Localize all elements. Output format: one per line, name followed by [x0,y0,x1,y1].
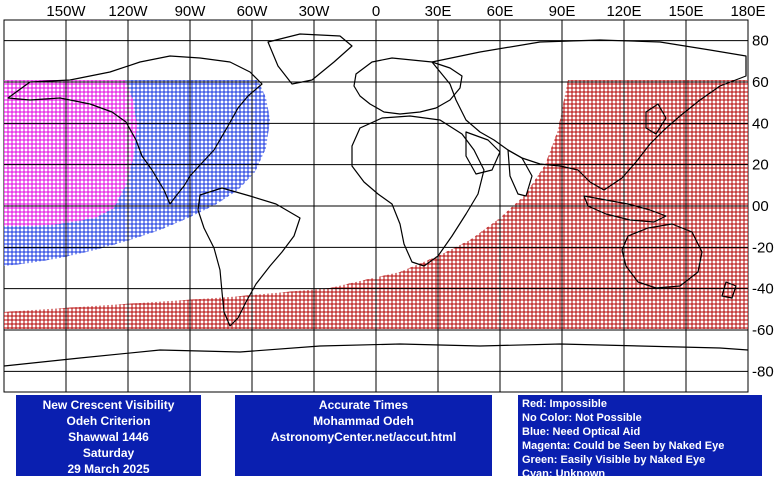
title-line: Odeh Criterion [66,414,151,428]
latitude-label: 80 [752,33,769,50]
longitude-label: 90E [549,3,576,20]
longitude-label: 180E [730,3,765,20]
naked-eye-zone [4,80,137,226]
longitude-labels: 150W 120W 90W 60W 30W 0 30E 60E 90E 120E 150E 180E [46,3,765,20]
credit-link: AstronomyCenter.net/accut.html [270,430,457,444]
legend-item: Red: Impossible [522,398,607,410]
credit-line: Mohammad Odeh [313,414,414,428]
longitude-label: 30W [299,3,331,20]
longitude-label: 120W [108,3,148,20]
title-line: Shawwal 1446 [68,430,149,444]
title-line: 29 March 2025 [67,462,150,476]
legend-item: Cyan: Unknown [522,468,606,480]
legend-panel: Red: Impossible No Color: Not Possible B… [518,395,762,480]
latitude-label: 20 [752,157,769,174]
title-line: New Crescent Visibility [42,398,175,412]
longitude-label: 150E [668,3,703,20]
title-line: Saturday [82,446,135,460]
longitude-label: 120E [606,3,641,20]
legend-item: Green: Easily Visible by Naked Eye [522,454,706,466]
longitude-label: 150W [46,3,86,20]
longitude-label: 0 [372,3,380,20]
latitude-labels: 80 60 40 20 00 -20 -40 -60 -80 [752,33,774,381]
longitude-label: 90W [175,3,207,20]
latitude-label: -20 [752,239,774,256]
longitude-label: 60E [487,3,514,20]
latitude-label: 00 [752,198,769,215]
latitude-label: 60 [752,74,769,91]
legend-item: No Color: Not Possible [522,412,642,424]
legend-item: Blue: Need Optical Aid [522,426,641,438]
credit-panel: Accurate Times Mohammad Odeh AstronomyCe… [235,395,492,476]
latitude-label: -80 [752,363,774,380]
latitude-label: -60 [752,322,774,339]
lat-lon-grid [4,20,748,392]
credit-line: Accurate Times [318,398,409,412]
title-panel: New Crescent Visibility Odeh Criterion S… [16,395,201,476]
latitude-label: -40 [752,281,774,298]
longitude-label: 30E [425,3,452,20]
legend-item: Magenta: Could be Seen by Naked Eye [522,440,725,452]
longitude-label: 60W [237,3,269,20]
latitude-label: 40 [752,115,769,132]
